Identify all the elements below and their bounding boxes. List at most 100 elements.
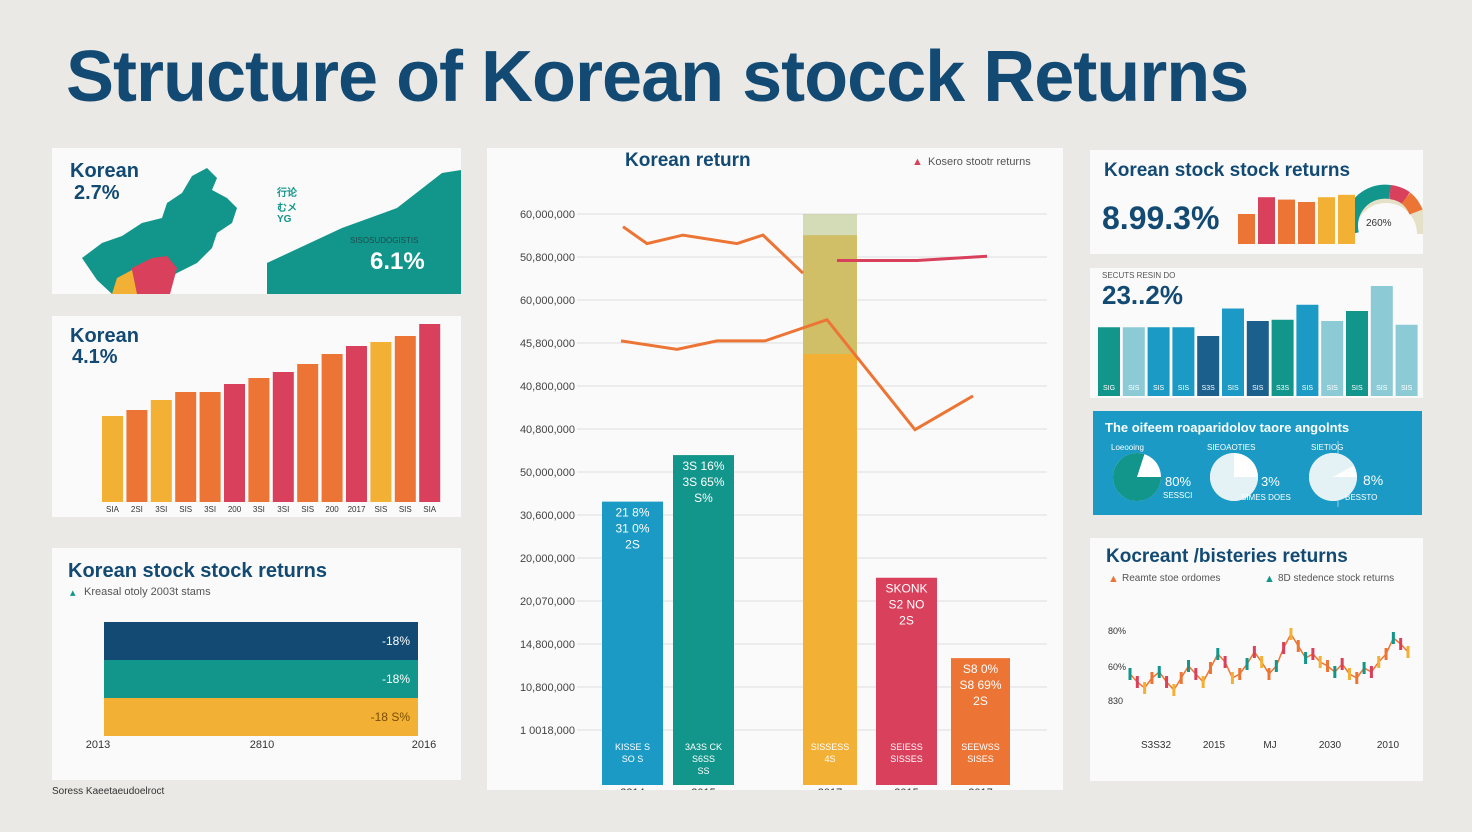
panel-c-legend-icon: ▴	[70, 587, 76, 599]
map-region-red	[122, 256, 177, 294]
candle	[1260, 656, 1264, 668]
y-tick-label: 50,800,000	[520, 252, 575, 264]
candle	[1311, 648, 1315, 660]
panel-ascending-bars: Korean 4.1% SIA 2SI 3SI SIS 3SI 200 3SI 3SI SIS 2…	[52, 316, 461, 517]
panel-a-mini-label: 行论 むメ YG	[277, 188, 297, 225]
tick-label: 3SI	[253, 505, 265, 514]
bar	[1271, 319, 1294, 396]
y-tick-label: 60%	[1108, 662, 1126, 672]
tick-label: S3S	[1202, 385, 1216, 392]
bar-top-label: S8 69%	[959, 678, 1001, 692]
tick-label: SIS	[1327, 385, 1339, 392]
tick-label: 3SI	[277, 505, 289, 514]
panel-column-bars: SECUTS RESIN DO 23..2% SIG SIS SIS SIS S3S SI…	[1090, 268, 1423, 398]
tick-label: SIA	[106, 505, 120, 514]
bar-bottom-label: SISES	[967, 754, 994, 764]
candle	[1355, 672, 1359, 684]
bar	[1246, 321, 1269, 396]
bar-bottom-label: S6SS	[692, 754, 715, 764]
panel-b-title: Korean	[70, 325, 139, 347]
candle	[1326, 660, 1330, 672]
bar	[199, 392, 221, 502]
y-tick-label: 80%	[1108, 626, 1126, 636]
pie-3-sub: BESSTO	[1345, 493, 1378, 502]
candle	[1340, 658, 1344, 670]
bar	[150, 400, 172, 502]
panel-c-chart: -18% -18% -18 S% 2013 2810 2016	[86, 622, 436, 751]
map-shape	[82, 168, 237, 294]
candle	[1399, 638, 1403, 650]
panel-h-legend-2: 8D stedence stock returns	[1278, 573, 1395, 584]
bar-top-label: S%	[694, 491, 713, 505]
bar-bottom-label: SEIESS	[890, 742, 923, 752]
tick-label: SIS	[1376, 385, 1388, 392]
map-region-yellow	[112, 270, 137, 294]
panel-f-value: 23..2%	[1102, 280, 1183, 310]
page-title: Structure of Korean stocck Returns	[66, 37, 1249, 117]
bar	[346, 346, 367, 502]
bar	[370, 342, 392, 502]
y-tick-label: 14,800,000	[520, 639, 575, 651]
bar	[126, 410, 148, 502]
bar	[224, 384, 245, 502]
bar	[876, 577, 937, 785]
bar	[951, 658, 1010, 785]
y-tick-label: 60,000,000	[520, 295, 575, 307]
candle	[1201, 676, 1205, 688]
y-tick-label: 45,800,000	[520, 338, 575, 350]
panel-h-legend-1: Reamte stoe ordomes	[1122, 573, 1221, 584]
bar	[248, 378, 270, 502]
candle	[1406, 646, 1410, 658]
bar-label: -18%	[382, 672, 410, 686]
tick-label: SIG	[1103, 385, 1115, 392]
candle	[1289, 628, 1293, 640]
candle	[1282, 642, 1286, 654]
candle	[1304, 652, 1308, 664]
bar-top-label: 31 0%	[615, 522, 649, 536]
y-tick-label: 830	[1108, 696, 1123, 706]
y-tick-label: 40,800,000	[520, 381, 575, 393]
bar-top-label: 2S	[625, 538, 640, 552]
candle	[1187, 660, 1191, 672]
pie-2-label: SIEOAOTIES	[1207, 443, 1256, 452]
x-tick-label: S3S32	[1141, 740, 1171, 751]
bar	[1318, 197, 1335, 244]
candle	[1245, 658, 1249, 670]
panel-e-chart	[1238, 184, 1423, 244]
bar	[1278, 199, 1295, 244]
panel-main-chart: Korean return ▲ Kosero stootr returns 60…	[487, 148, 1063, 790]
x-tick-label: 2030	[1319, 740, 1342, 751]
tick-label: SIS	[1302, 385, 1314, 392]
pie-slice	[1113, 453, 1161, 502]
series-line-lower	[620, 317, 974, 432]
candle	[1347, 668, 1351, 680]
candle	[1296, 640, 1300, 652]
tick-label: SIS	[1227, 385, 1239, 392]
pie-1-sub: SESSCI	[1163, 491, 1193, 500]
panel-h-title: Kocreant /bisteries returns	[1106, 546, 1348, 567]
main-chart-svg: 60,000,000 50,800,000 60,000,000 45,800,000…	[520, 209, 1047, 790]
tick-label: 2016	[412, 739, 436, 751]
candle	[1333, 666, 1337, 678]
tick-label: SIS	[374, 505, 387, 514]
bar	[1147, 327, 1170, 396]
series-line-flat	[837, 254, 988, 262]
y-tick-label: 20,070,000	[520, 596, 575, 608]
x-tick-label: 2017	[968, 787, 992, 790]
bar	[1395, 324, 1418, 396]
panel-stacked-bars: Korean stock stock returns ▴ Kreasal oto…	[52, 548, 461, 780]
tick-label: 3SI	[204, 505, 216, 514]
candle	[1216, 648, 1220, 660]
panel-g-chart	[1113, 441, 1357, 507]
bar-top-label: 21 8%	[615, 506, 649, 520]
candle	[1223, 656, 1227, 668]
panel-c-title: Korean stock stock returns	[68, 560, 327, 582]
panel-f-chart: SIG SIS SIS SIS S3S SIS SIS S3S SIS SIS SIS SIS SIS	[1098, 286, 1418, 396]
tick-label: SIS	[1178, 385, 1190, 392]
x-tick-label: 2015	[691, 787, 715, 790]
gauge-red	[1388, 185, 1411, 204]
stack-bar	[104, 698, 418, 736]
bar	[1298, 202, 1315, 244]
bar	[673, 455, 734, 785]
bar-bottom-label: SS	[697, 766, 709, 776]
